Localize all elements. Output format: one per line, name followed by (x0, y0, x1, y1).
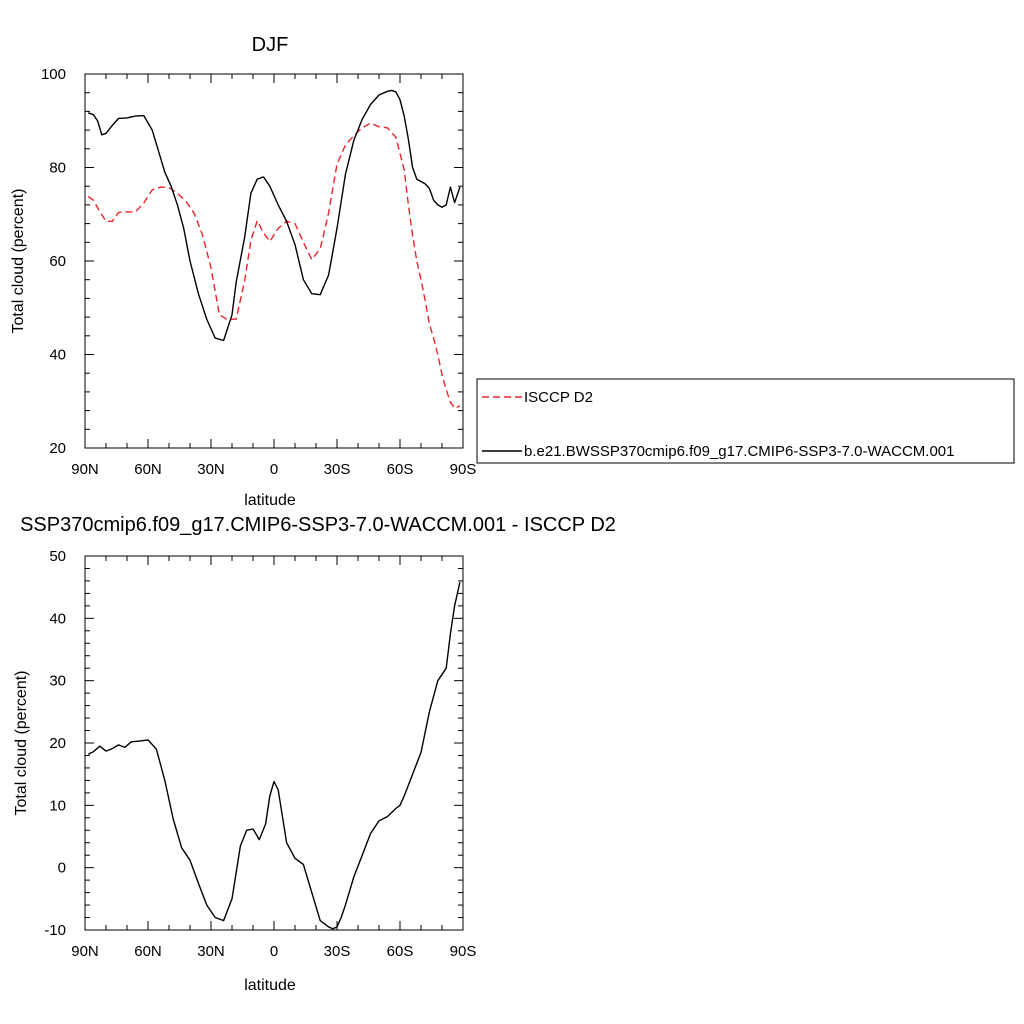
legend-label-isccp: ISCCP D2 (524, 389, 593, 406)
y-tick-label: 100 (41, 66, 66, 83)
y-tick-label: 50 (49, 548, 66, 565)
legend-label-model: b.e21.BWSSP370cmip6.f09_g17.CMIP6-SSP3-7… (524, 443, 954, 460)
model-series-line (87, 89, 461, 342)
x-tick-label: 30N (197, 461, 225, 478)
x-tick-label: 60S (387, 461, 414, 478)
y-tick-label: 10 (49, 797, 66, 814)
x-axis-label: latitude (244, 492, 296, 509)
y-tick-label: 60 (49, 253, 66, 270)
x-tick-label: 60S (387, 943, 414, 960)
x-tick-label: 60N (134, 461, 162, 478)
axis-ticks: 90N 60N 30N 0 30S 60S 90S 20 40 60 80 100 (41, 66, 476, 478)
y-tick-label: -10 (44, 922, 66, 939)
y-tick-label: 40 (49, 347, 66, 364)
isccp-series-line (87, 122, 461, 409)
legend-box (476, 378, 1015, 464)
axis-ticks: 90N 60N 30N 0 30S 60S 90S -10 0 10 20 30 40 50 (44, 548, 476, 960)
x-axis-label: latitude (244, 977, 296, 994)
y-tick-label: 0 (58, 860, 66, 877)
x-tick-label: 30N (197, 943, 225, 960)
x-tick-label: 30S (324, 943, 351, 960)
y-axis-label: Total cloud (percent) (10, 189, 27, 334)
series-layer (87, 89, 461, 409)
x-tick-label: 90S (450, 943, 477, 960)
x-tick-label: 60N (134, 943, 162, 960)
chart-title: SSP370cmip6.f09_g17.CMIP6-SSP3-7.0-WACCM… (20, 514, 616, 536)
x-tick-label: 90N (71, 461, 99, 478)
y-tick-label: 20 (49, 440, 66, 457)
model-series-line (87, 582, 461, 930)
y-tick-label: 80 (49, 160, 66, 177)
y-tick-label: 30 (49, 673, 66, 690)
top-chart-panel: DJF latitude Total cloud (percent) 90N 60… (10, 34, 476, 509)
series-layer (87, 582, 461, 930)
x-tick-label: 0 (270, 943, 278, 960)
y-tick-label: 40 (49, 610, 66, 627)
bottom-chart-panel: SSP370cmip6.f09_g17.CMIP6-SSP3-7.0-WACCM… (13, 514, 616, 994)
plot-frame (84, 555, 464, 931)
chart-title: DJF (252, 34, 289, 56)
x-tick-label: 30S (324, 461, 351, 478)
x-tick-label: 90S (450, 461, 477, 478)
y-axis-label: Total cloud (percent) (13, 671, 30, 816)
y-tick-label: 20 (49, 735, 66, 752)
x-tick-label: 0 (270, 461, 278, 478)
legend: ISCCP D2 b.e21.BWSSP370cmip6.f09_g17.CMI… (476, 378, 1015, 464)
x-tick-label: 90N (71, 943, 99, 960)
